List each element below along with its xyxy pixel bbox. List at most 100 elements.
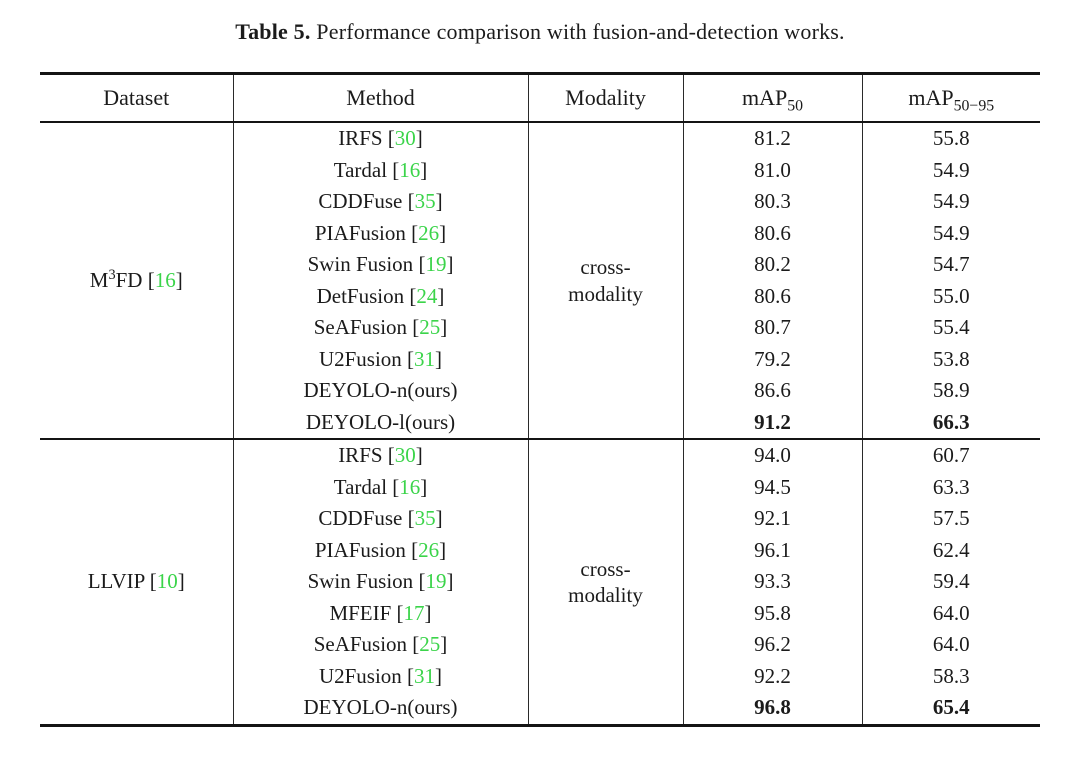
map50-95-text: 60.7 bbox=[932, 443, 970, 467]
method-cell: SeAFusion [25] bbox=[232, 629, 528, 661]
method-cell: PIAFusion [26] bbox=[232, 534, 528, 566]
map50-95-text: 53.8 bbox=[932, 346, 970, 371]
citation-number: 25 bbox=[419, 315, 441, 339]
method-cell: Swin Fusion [19] bbox=[232, 249, 528, 281]
method-name: DEYOLO-n(ours) bbox=[303, 378, 458, 402]
column-header-method: Method bbox=[232, 73, 528, 123]
method-name: PIAFusion bbox=[314, 537, 406, 562]
map50-text: 81.2 bbox=[754, 126, 791, 150]
table-header: Dataset Method Modality mAP50 mAP50−95 bbox=[40, 73, 1040, 123]
method-cell: CDDFuse [35] bbox=[232, 503, 528, 535]
map50-text: 81.0 bbox=[754, 157, 791, 182]
table-row: MFEIF [17] 95.8 64.0 bbox=[40, 597, 1040, 629]
map50-value: 96.8 bbox=[682, 692, 862, 725]
method-cell: U2Fusion [31] bbox=[232, 343, 528, 375]
map50-text: 91.2 bbox=[754, 409, 791, 434]
map50-95-text: 55.8 bbox=[932, 126, 970, 150]
table-row: SeAFusion [25] 96.2 64.0 bbox=[40, 629, 1040, 661]
column-header-method-label: Method bbox=[346, 85, 415, 110]
method-cell: CDDFuse [35] bbox=[232, 186, 528, 218]
map50-text: 93.3 bbox=[754, 569, 791, 593]
map50-text: 80.6 bbox=[754, 220, 791, 245]
citation-number: 19 bbox=[425, 569, 447, 593]
citation-number: 30 bbox=[394, 126, 416, 150]
map50-95-text: 55.4 bbox=[932, 315, 970, 339]
column-header-dataset-label: Dataset bbox=[103, 85, 170, 110]
table-group-m3fd: M3FD [16] IRFS [30] cross-modality 81.2 55.8… bbox=[40, 122, 1040, 439]
citation-number: 19 bbox=[425, 252, 447, 276]
column-header-dataset: Dataset bbox=[40, 73, 233, 123]
map50-95-value: 66.3 bbox=[861, 406, 1040, 439]
table-row: Swin Fusion [19] 80.2 54.7 bbox=[40, 249, 1040, 281]
map50-text: 80.3 bbox=[754, 189, 791, 213]
map50-value: 94.0 bbox=[682, 438, 862, 472]
citation-number: 16 bbox=[399, 474, 421, 499]
modality-line: cross- bbox=[580, 255, 631, 280]
citation-number: 16 bbox=[154, 267, 176, 292]
map50-text: 96.8 bbox=[754, 695, 791, 719]
map50-95-value: 57.5 bbox=[861, 503, 1040, 535]
method-name: CDDFuse bbox=[318, 189, 403, 213]
map50-95-text: 55.0 bbox=[932, 283, 970, 308]
column-header-map50-label: mAP bbox=[741, 85, 788, 110]
method-name: U2Fusion bbox=[318, 663, 402, 688]
citation-number: 30 bbox=[394, 443, 416, 467]
map50-value: 80.6 bbox=[682, 280, 862, 312]
map50-text: 94.0 bbox=[754, 443, 791, 467]
map50-value: 91.2 bbox=[682, 406, 862, 439]
map50-text: 95.8 bbox=[754, 600, 791, 625]
table-row: Tardal [16] 81.0 54.9 bbox=[40, 154, 1040, 186]
table-caption: Table 5. Performance comparison with fus… bbox=[0, 0, 1080, 47]
method-cell: IRFS [30] bbox=[232, 438, 528, 472]
citation-number: 26 bbox=[418, 537, 440, 562]
citation-number: 26 bbox=[418, 220, 440, 245]
map50-95-value: 54.9 bbox=[861, 217, 1040, 249]
table-row: DEYOLO-n(ours) 96.8 65.4 bbox=[40, 692, 1040, 725]
citation-number: 31 bbox=[414, 346, 436, 371]
table-row: CDDFuse [35] 80.3 54.9 bbox=[40, 186, 1040, 218]
citation-number: 25 bbox=[419, 632, 441, 656]
method-name: DEYOLO-n(ours) bbox=[303, 695, 458, 719]
map50-value: 96.1 bbox=[682, 534, 862, 566]
map50-value: 81.0 bbox=[682, 154, 862, 186]
map50-value: 81.2 bbox=[682, 122, 862, 155]
map50-95-value: 54.9 bbox=[861, 154, 1040, 186]
map50-95-text: 57.5 bbox=[932, 506, 970, 530]
map50-95-value: 62.4 bbox=[861, 534, 1040, 566]
map50-95-value: 64.0 bbox=[861, 597, 1040, 629]
modality-line: modality bbox=[568, 582, 643, 607]
citation-number: 17 bbox=[403, 600, 425, 625]
map50-95-value: 58.9 bbox=[861, 375, 1040, 407]
map50-value: 92.2 bbox=[682, 660, 862, 692]
map50-text: 92.1 bbox=[754, 506, 791, 530]
map50-95-value: 54.7 bbox=[861, 249, 1040, 281]
citation-number: 31 bbox=[414, 663, 436, 688]
table-row: SeAFusion [25] 80.7 55.4 bbox=[40, 312, 1040, 344]
citation-number: 35 bbox=[414, 506, 436, 530]
method-cell: Tardal [16] bbox=[232, 471, 528, 503]
column-header-map50-95-label: mAP bbox=[908, 85, 954, 110]
column-header-map50: mAP50 bbox=[682, 73, 862, 123]
map50-text: 94.5 bbox=[754, 474, 791, 499]
table-caption-text: Performance comparison with fusion-and-d… bbox=[316, 19, 845, 44]
method-name: U2Fusion bbox=[318, 346, 402, 371]
map50-95-value: 55.4 bbox=[861, 312, 1040, 344]
map50-text: 96.2 bbox=[754, 632, 791, 656]
map50-95-value: 63.3 bbox=[861, 471, 1040, 503]
method-name: Tardal bbox=[333, 474, 388, 499]
table-row: CDDFuse [35] 92.1 57.5 bbox=[40, 503, 1040, 535]
modality-cell: cross-modality bbox=[527, 438, 683, 725]
method-name: Swin Fusion bbox=[307, 252, 414, 276]
map50-subscript: 50 bbox=[787, 97, 804, 115]
performance-table: Dataset Method Modality mAP50 mAP50−95 M… bbox=[40, 72, 1040, 727]
table-row: DEYOLO-l(ours) 91.2 66.3 bbox=[40, 406, 1040, 439]
map50-95-value: 65.4 bbox=[861, 692, 1040, 725]
method-name: DEYOLO-l(ours) bbox=[305, 409, 456, 434]
table-row: M3FD [16] IRFS [30] cross-modality 81.2 55.8 bbox=[40, 122, 1040, 439]
method-cell: DEYOLO-n(ours) bbox=[232, 692, 528, 725]
column-header-modality: Modality bbox=[527, 73, 683, 123]
dataset-cell: M3FD [16] bbox=[89, 266, 183, 292]
method-name: IRFS bbox=[338, 126, 383, 150]
map50-value: 96.2 bbox=[682, 629, 862, 661]
map50-95-value: 60.7 bbox=[861, 438, 1040, 472]
